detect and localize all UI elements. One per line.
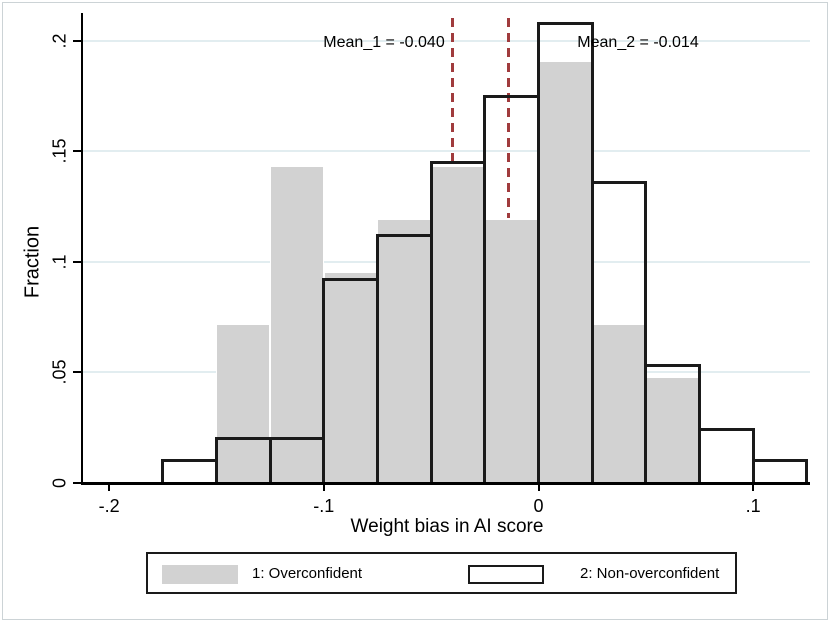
x-tick-label: -.1	[313, 496, 335, 516]
y-tick	[73, 150, 81, 153]
y-axis-title: Fraction	[21, 225, 44, 299]
x-tick-label: .1	[745, 496, 761, 516]
y-tick-label: 0	[49, 477, 70, 489]
bar-non-overconfident	[751, 459, 809, 483]
bar-overconfident	[270, 167, 324, 483]
bar-non-overconfident	[322, 278, 379, 483]
x-tick-label: 0	[533, 496, 544, 516]
bar-overconfident	[216, 325, 271, 483]
legend-swatch-non-overconfident	[468, 565, 544, 584]
legend: 1: Overconfident 2: Non-overconfident	[146, 552, 737, 594]
bar-overconfident	[538, 61, 593, 483]
legend-label-overconfident: 1: Overconfident	[252, 564, 363, 582]
bar-non-overconfident	[483, 94, 540, 483]
bar-non-overconfident	[537, 21, 594, 483]
mean-line-2	[506, 18, 510, 218]
bar-overconfident	[377, 219, 432, 483]
bar-non-overconfident	[161, 459, 218, 483]
bar-non-overconfident	[375, 233, 433, 483]
legend-label-non-overconfident: 2: Non-overconfident	[580, 564, 720, 582]
x-tick	[752, 484, 755, 491]
bar-non-overconfident	[698, 428, 755, 483]
gridline	[83, 150, 810, 153]
x-tick	[537, 484, 540, 491]
y-tick-label: .1	[49, 254, 70, 270]
mean-line-1	[451, 18, 455, 164]
y-tick	[73, 371, 81, 374]
bar-non-overconfident	[214, 437, 272, 483]
bar-non-overconfident	[429, 160, 487, 483]
x-axis-line	[81, 481, 810, 485]
y-tick-label: .2	[49, 33, 70, 49]
y-tick	[73, 260, 81, 263]
bar-overconfident	[645, 377, 700, 483]
y-tick-label: .15	[49, 138, 70, 164]
bar-non-overconfident	[644, 364, 702, 483]
x-tick	[322, 484, 325, 491]
bar-overconfident	[431, 167, 485, 483]
y-axis-line	[81, 13, 83, 484]
bar-non-overconfident	[268, 437, 326, 483]
x-axis-title: Weight bias in AI score	[350, 516, 544, 537]
mean1-annotation: Mean_1 = -0.040	[323, 34, 445, 51]
bar-non-overconfident	[590, 180, 648, 483]
bar-overconfident	[592, 325, 646, 483]
y-tick	[73, 482, 81, 484]
gridline	[83, 39, 810, 42]
y-tick-label: .05	[49, 359, 70, 385]
mean2-annotation: Mean_2 = -0.014	[577, 34, 699, 51]
x-tick-label: -.2	[98, 496, 120, 516]
y-tick	[73, 39, 81, 42]
x-tick	[108, 484, 111, 491]
legend-swatch-overconfident	[162, 565, 238, 584]
